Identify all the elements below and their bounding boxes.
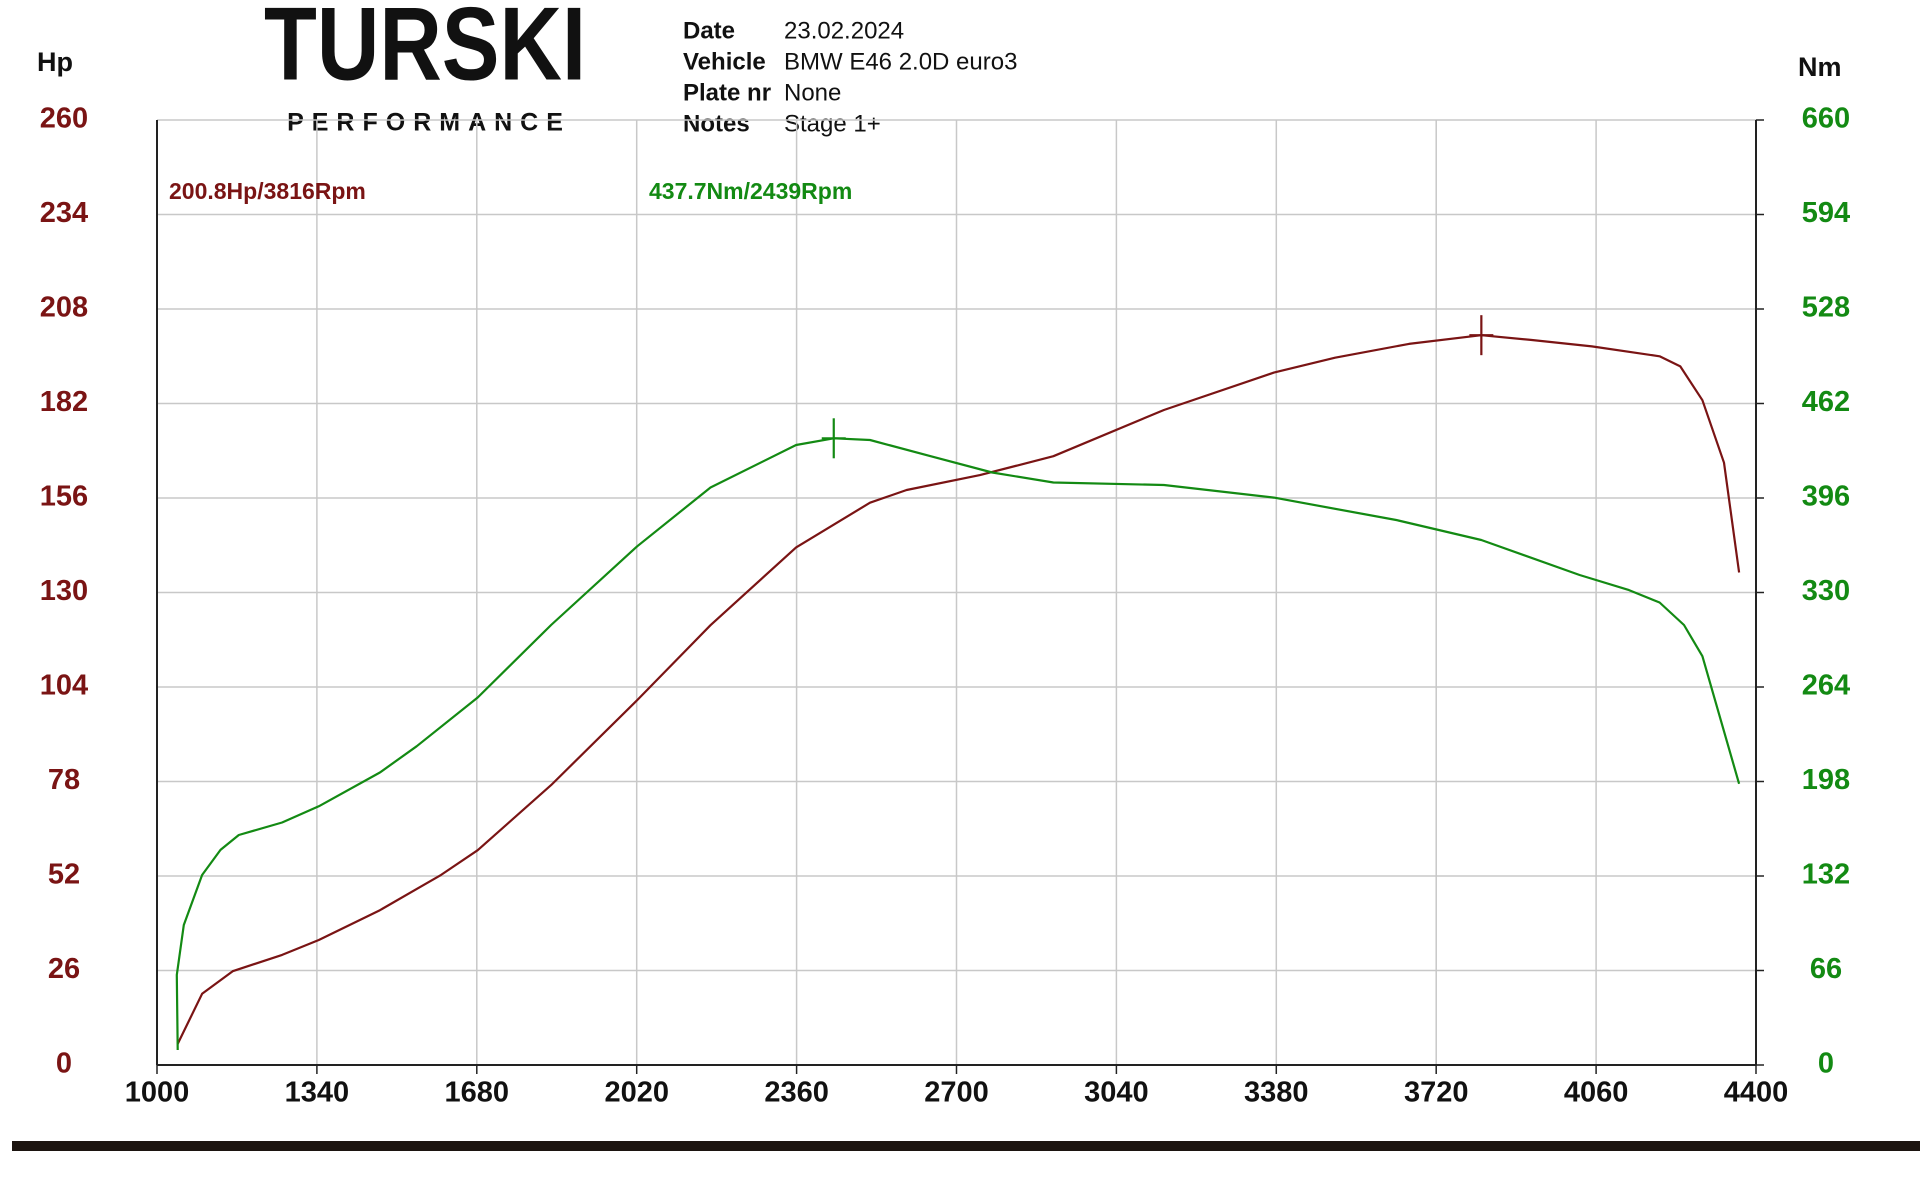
y2-axis-label: Nm — [1798, 52, 1842, 82]
x-tick-label: 3720 — [1404, 1077, 1469, 1109]
y-tick-label: 52 — [48, 859, 80, 891]
y2-tick-label: 264 — [1802, 670, 1850, 702]
x-tick-label: 1000 — [125, 1077, 190, 1109]
y2-tick-label: 528 — [1802, 292, 1850, 324]
bottom-bar — [12, 1141, 1920, 1151]
y2-tick-label: 660 — [1802, 103, 1850, 135]
y2-tick-label: 0 — [1818, 1048, 1834, 1080]
y2-tick-label: 66 — [1810, 953, 1842, 985]
y-tick-label: 208 — [40, 292, 88, 324]
y-tick-label: 104 — [40, 670, 88, 702]
info-label: Date — [683, 17, 735, 44]
x-tick-label: 4400 — [1724, 1077, 1789, 1109]
x-tick-label: 3380 — [1244, 1077, 1309, 1109]
info-value: BMW E46 2.0D euro3 — [784, 48, 1017, 75]
annotation: 437.7Nm/2439Rpm — [649, 178, 852, 204]
logo-sub: PERFORMANCE — [287, 109, 571, 137]
y2-tick-label: 198 — [1802, 764, 1850, 796]
y2-tick-label: 330 — [1802, 575, 1850, 607]
x-tick-label: 1340 — [285, 1077, 350, 1109]
info-value: 23.02.2024 — [784, 17, 904, 44]
y-tick-label: 234 — [40, 197, 88, 229]
x-tick-label: 2020 — [604, 1077, 669, 1109]
info-value: None — [784, 79, 841, 106]
logo: TURSKI — [264, 0, 586, 102]
x-tick-label: 4060 — [1564, 1077, 1629, 1109]
info-label: Vehicle — [683, 48, 766, 75]
x-tick-label: 1680 — [445, 1077, 510, 1109]
y-tick-label: 182 — [40, 386, 88, 418]
series-line — [176, 334, 1741, 1045]
annotation: 200.8Hp/3816Rpm — [169, 178, 366, 204]
y-tick-label: 260 — [40, 103, 88, 135]
y2-tick-label: 132 — [1802, 859, 1850, 891]
y-axis-label: Hp — [37, 47, 73, 77]
series-line — [175, 437, 1741, 1051]
y-tick-label: 78 — [48, 764, 80, 796]
y-tick-label: 26 — [48, 953, 80, 985]
y2-tick-label: 396 — [1802, 481, 1850, 513]
y-tick-label: 130 — [40, 575, 88, 607]
x-tick-label: 2700 — [924, 1077, 989, 1109]
y-tick-label: 156 — [40, 481, 88, 513]
info-value: Stage 1+ — [784, 110, 881, 137]
x-tick-label: 3040 — [1084, 1077, 1149, 1109]
y2-tick-label: 462 — [1802, 386, 1850, 418]
y2-tick-label: 594 — [1802, 197, 1850, 229]
info-label: Plate nr — [683, 79, 771, 106]
info-label: Notes — [683, 110, 750, 137]
y-tick-label: 0 — [56, 1048, 72, 1080]
x-tick-label: 2360 — [764, 1077, 829, 1109]
